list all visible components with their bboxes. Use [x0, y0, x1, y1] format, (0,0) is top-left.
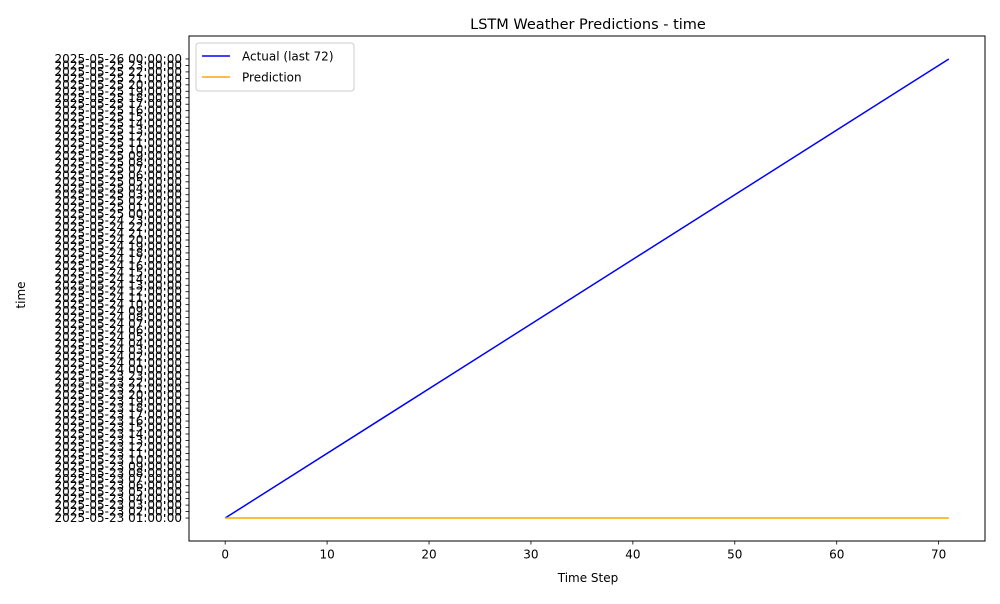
y-tick-label: 2025-05-25 00:00:00	[55, 207, 182, 221]
y-tick-label: 2025-05-23 17:00:00	[55, 408, 182, 422]
plot-frame	[188, 35, 986, 542]
x-tick-label: 30	[523, 548, 538, 562]
y-tick-label: 2025-05-25 03:00:00	[55, 188, 182, 202]
y-tick-label: 2025-05-23 12:00:00	[55, 440, 182, 454]
y-tick-label: 2025-05-25 13:00:00	[55, 123, 182, 137]
x-tick-label: 50	[727, 548, 742, 562]
y-tick-label: 2025-05-23 19:00:00	[55, 395, 182, 409]
y-tick-label: 2025-05-24 01:00:00	[55, 356, 182, 370]
y-tick-label: 2025-05-25 22:00:00	[55, 65, 182, 79]
x-axis-ticks: 0 10 20 30 40 50 60 70	[221, 541, 946, 562]
y-tick-label: 2025-05-24 20:00:00	[55, 233, 182, 247]
y-tick-label: 2025-05-25 09:00:00	[55, 149, 182, 163]
y-tick-label: 2025-05-25 05:00:00	[55, 175, 182, 189]
y-tick-label: 2025-05-25 21:00:00	[55, 71, 182, 85]
y-tick-label: 2025-05-25 18:00:00	[55, 91, 182, 105]
y-tick-label: 2025-05-24 22:00:00	[55, 220, 182, 234]
x-tick-label: 60	[829, 548, 844, 562]
y-tick-label: 2025-05-23 23:00:00	[55, 369, 182, 383]
y-tick-label: 2025-05-25 01:00:00	[55, 201, 182, 215]
y-tick-label: 2025-05-24 16:00:00	[55, 259, 182, 273]
y-tick-label: 2025-05-23 18:00:00	[55, 401, 182, 415]
y-tick-label: 2025-05-26 00:00:00	[55, 52, 182, 66]
y-tick-label: 2025-05-24 11:00:00	[55, 291, 182, 305]
y-tick-label: 2025-05-24 00:00:00	[55, 362, 182, 376]
y-tick-label: 2025-05-24 15:00:00	[55, 265, 182, 279]
y-tick-label: 2025-05-24 17:00:00	[55, 252, 182, 266]
y-tick-label: 2025-05-24 08:00:00	[55, 311, 182, 325]
legend: Actual (last 72) Prediction	[195, 42, 355, 92]
y-tick-label: 2025-05-23 13:00:00	[55, 433, 182, 447]
x-tick-label: 20	[421, 548, 436, 562]
x-tick-label: 40	[625, 548, 640, 562]
y-tick-label: 2025-05-25 08:00:00	[55, 155, 182, 169]
y-tick-label: 2025-05-24 23:00:00	[55, 214, 182, 228]
chart-title: LSTM Weather Predictions - time	[470, 17, 706, 33]
y-tick-label: 2025-05-24 18:00:00	[55, 246, 182, 260]
x-tick-label: 70	[931, 548, 946, 562]
y-tick-label: 2025-05-23 06:00:00	[55, 479, 182, 493]
y-tick-label: 2025-05-23 05:00:00	[55, 485, 182, 499]
y-tick-label: 2025-05-24 19:00:00	[55, 239, 182, 253]
y-tick-label: 2025-05-25 19:00:00	[55, 84, 182, 98]
y-tick-label: 2025-05-23 02:00:00	[55, 505, 182, 519]
y-tick-label: 2025-05-25 23:00:00	[55, 58, 182, 72]
y-tick-label: 2025-05-25 04:00:00	[55, 181, 182, 195]
series-lines	[224, 58, 950, 519]
y-tick-label: 2025-05-24 12:00:00	[55, 285, 182, 299]
legend-box	[195, 42, 355, 92]
y-tick-label: 2025-05-23 20:00:00	[55, 388, 182, 402]
y-tick-label: 2025-05-24 04:00:00	[55, 336, 182, 350]
x-tick-label: 0	[221, 548, 229, 562]
y-tick-label: 2025-05-24 06:00:00	[55, 324, 182, 338]
y-tick-label: 2025-05-23 07:00:00	[55, 472, 182, 486]
y-tick-label: 2025-05-23 15:00:00	[55, 421, 182, 435]
y-tick-label: 2025-05-24 02:00:00	[55, 349, 182, 363]
y-tick-label: 2025-05-25 02:00:00	[55, 194, 182, 208]
y-tick-label: 2025-05-23 16:00:00	[55, 414, 182, 428]
y-tick-label: 2025-05-25 16:00:00	[55, 104, 182, 118]
y-tick-label: 2025-05-23 09:00:00	[55, 459, 182, 473]
actual-series-line	[224, 58, 950, 519]
y-tick-label: 2025-05-25 14:00:00	[55, 117, 182, 131]
y-tick-label: 2025-05-23 03:00:00	[55, 498, 182, 512]
y-tick-label: 2025-05-24 13:00:00	[55, 278, 182, 292]
y-tick-label: 2025-05-24 05:00:00	[55, 330, 182, 344]
y-tick-label: 2025-05-23 04:00:00	[55, 492, 182, 506]
y-tick-label: 2025-05-25 15:00:00	[55, 110, 182, 124]
y-tick-label: 2025-05-25 11:00:00	[55, 136, 182, 150]
y-tick-label: 2025-05-23 14:00:00	[55, 427, 182, 441]
y-tick-label: 2025-05-23 01:00:00	[55, 511, 182, 525]
legend-label-actual: Actual (last 72)	[242, 50, 334, 64]
y-tick-label: 2025-05-25 12:00:00	[55, 130, 182, 144]
y-tick-label: 2025-05-23 21:00:00	[55, 382, 182, 396]
y-tick-label: 2025-05-25 07:00:00	[55, 162, 182, 176]
y-tick-label: 2025-05-25 17:00:00	[55, 97, 182, 111]
y-tick-label: 2025-05-23 10:00:00	[55, 453, 182, 467]
y-axis-label: time	[14, 281, 28, 308]
y-tick-label: 2025-05-23 22:00:00	[55, 375, 182, 389]
y-tick-label: 2025-05-23 08:00:00	[55, 466, 182, 480]
y-tick-label: 2025-05-24 03:00:00	[55, 343, 182, 357]
y-tick-label: 2025-05-24 10:00:00	[55, 298, 182, 312]
y-tick-label: 2025-05-24 21:00:00	[55, 227, 182, 241]
legend-label-prediction: Prediction	[242, 71, 302, 85]
y-tick-label: 2025-05-24 07:00:00	[55, 317, 182, 331]
y-tick-label: 2025-05-24 09:00:00	[55, 304, 182, 318]
x-axis-label: Time Step	[557, 571, 619, 585]
y-tick-label: 2025-05-23 11:00:00	[55, 446, 182, 460]
y-tick-label: 2025-05-25 06:00:00	[55, 168, 182, 182]
y-tick-label: 2025-05-25 10:00:00	[55, 142, 182, 156]
x-tick-label: 10	[319, 548, 334, 562]
y-tick-label: 2025-05-24 14:00:00	[55, 272, 182, 286]
y-tick-label: 2025-05-25 20:00:00	[55, 78, 182, 92]
